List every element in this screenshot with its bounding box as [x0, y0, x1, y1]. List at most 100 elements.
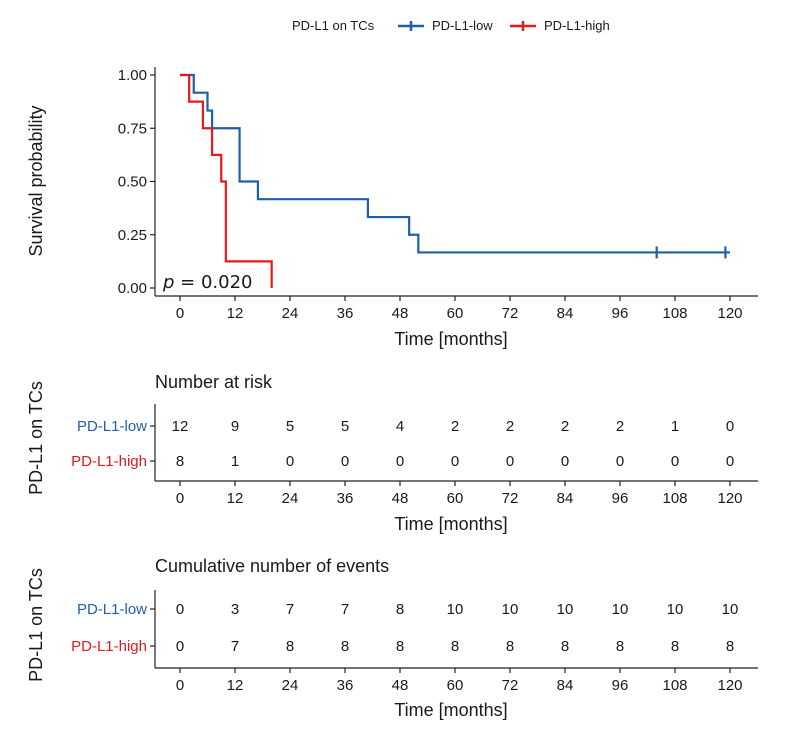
km-x-tick-label: 12 — [227, 305, 244, 322]
table-row-label-pd-l1-low: PD-L1-low — [77, 418, 147, 435]
table-x-tick-label: 108 — [662, 677, 687, 694]
p-symbol: p — [162, 272, 174, 293]
km-y-tick-label: 0.50 — [118, 174, 147, 191]
table-x-tick-label: 72 — [502, 677, 519, 694]
table-x-tick-label: 24 — [282, 677, 299, 694]
table-x-tick-label: 12 — [227, 490, 244, 507]
table-cell: 7 — [341, 601, 349, 618]
table-row-label-pd-l1-high: PD-L1-high — [71, 453, 147, 470]
table-cell: 8 — [726, 638, 734, 655]
table-x-tick-label: 120 — [717, 490, 742, 507]
table-cell: 8 — [616, 638, 624, 655]
table-x-tick-label: 96 — [612, 677, 629, 694]
km-y-axis-title: Survival probability — [26, 105, 46, 256]
km-x-tick-label: 84 — [557, 305, 574, 322]
table-cell: 0 — [176, 601, 184, 618]
table-cell: 5 — [341, 418, 349, 435]
km-curve-pd-l1-low — [180, 73, 730, 254]
km-y-tick-label: 1.00 — [118, 67, 147, 84]
table-x-tick-label: 12 — [227, 677, 244, 694]
table-cell: 0 — [726, 453, 734, 470]
legend-label-pd-l1-high: PD-L1-high — [544, 18, 610, 33]
table-cell: 0 — [286, 453, 294, 470]
km-x-tick-label: 120 — [717, 305, 742, 322]
table-x-tick-label: 60 — [447, 677, 464, 694]
table-cell: 3 — [231, 601, 239, 618]
risk-table-x-axis-title: Time [months] — [394, 514, 507, 534]
table-cell: 8 — [396, 601, 404, 618]
events-table-title: Cumulative number of events — [155, 556, 389, 576]
table-cell: 2 — [561, 418, 569, 435]
table-x-tick-label: 36 — [337, 677, 354, 694]
table-cell: 0 — [726, 418, 734, 435]
km-x-tick-label: 0 — [176, 305, 184, 322]
table-cell: 0 — [671, 453, 679, 470]
table-row-label-pd-l1-high: PD-L1-high — [71, 638, 147, 655]
table-x-tick-label: 84 — [557, 677, 574, 694]
legend: PD-L1 on TCs PD-L1-low PD-L1-high — [292, 18, 610, 33]
events-table: Cumulative number of events PD-L1 on TCs… — [26, 556, 758, 720]
table-x-tick-label: 24 — [282, 490, 299, 507]
table-cell: 10 — [722, 601, 739, 618]
table-cell: 7 — [231, 638, 239, 655]
table-cell: 1 — [231, 453, 239, 470]
table-cell: 12 — [172, 418, 189, 435]
p-value-annotation: p = 0.020 — [162, 272, 253, 293]
table-x-tick-label: 72 — [502, 490, 519, 507]
table-cell: 0 — [506, 453, 514, 470]
km-x-tick-label: 108 — [662, 305, 687, 322]
table-cell: 10 — [502, 601, 519, 618]
km-x-tick-label: 96 — [612, 305, 629, 322]
table-cell: 8 — [396, 638, 404, 655]
events-table-x-axis-title: Time [months] — [394, 700, 507, 720]
km-curve-pd-l1-high — [180, 73, 273, 288]
table-cell: 1 — [671, 418, 679, 435]
legend-title: PD-L1 on TCs — [292, 18, 375, 33]
table-cell: 8 — [286, 638, 294, 655]
table-cell: 5 — [286, 418, 294, 435]
km-x-tick-label: 36 — [337, 305, 354, 322]
legend-label-pd-l1-low: PD-L1-low — [432, 18, 493, 33]
km-y-tick-label: 0.25 — [118, 227, 147, 244]
table-x-tick-label: 60 — [447, 490, 464, 507]
p-value: = 0.020 — [174, 272, 252, 293]
table-x-tick-label: 108 — [662, 490, 687, 507]
table-cell: 2 — [506, 418, 514, 435]
table-cell: 8 — [561, 638, 569, 655]
table-cell: 0 — [561, 453, 569, 470]
table-cell: 8 — [506, 638, 514, 655]
km-x-tick-label: 24 — [282, 305, 299, 322]
risk-table: Number at risk PD-L1 on TCs Time [months… — [26, 372, 758, 534]
km-x-tick-label: 48 — [392, 305, 409, 322]
risk-table-y-axis-title: PD-L1 on TCs — [26, 381, 46, 495]
table-cell: 7 — [286, 601, 294, 618]
table-cell: 2 — [451, 418, 459, 435]
table-cell: 8 — [341, 638, 349, 655]
table-x-tick-label: 36 — [337, 490, 354, 507]
km-x-axis-title: Time [months] — [394, 329, 507, 349]
km-x-tick-label: 72 — [502, 305, 519, 322]
table-x-tick-label: 84 — [557, 490, 574, 507]
table-cell: 4 — [396, 418, 404, 435]
table-x-tick-label: 96 — [612, 490, 629, 507]
table-cell: 0 — [396, 453, 404, 470]
km-y-tick-label: 0.00 — [118, 280, 147, 297]
table-cell: 10 — [447, 601, 464, 618]
table-x-tick-label: 0 — [176, 677, 184, 694]
km-plot: Survival probability Time [months] p = 0… — [26, 67, 758, 349]
table-cell: 0 — [616, 453, 624, 470]
table-x-tick-label: 0 — [176, 490, 184, 507]
table-cell: 0 — [451, 453, 459, 470]
table-x-tick-label: 120 — [717, 677, 742, 694]
table-cell: 8 — [176, 453, 184, 470]
events-table-y-axis-title: PD-L1 on TCs — [26, 568, 46, 682]
km-x-tick-label: 60 — [447, 305, 464, 322]
table-cell: 10 — [557, 601, 574, 618]
risk-table-title: Number at risk — [155, 372, 273, 392]
table-cell: 0 — [341, 453, 349, 470]
table-cell: 0 — [176, 638, 184, 655]
table-cell: 8 — [671, 638, 679, 655]
table-x-tick-label: 48 — [392, 677, 409, 694]
table-cell: 10 — [667, 601, 684, 618]
